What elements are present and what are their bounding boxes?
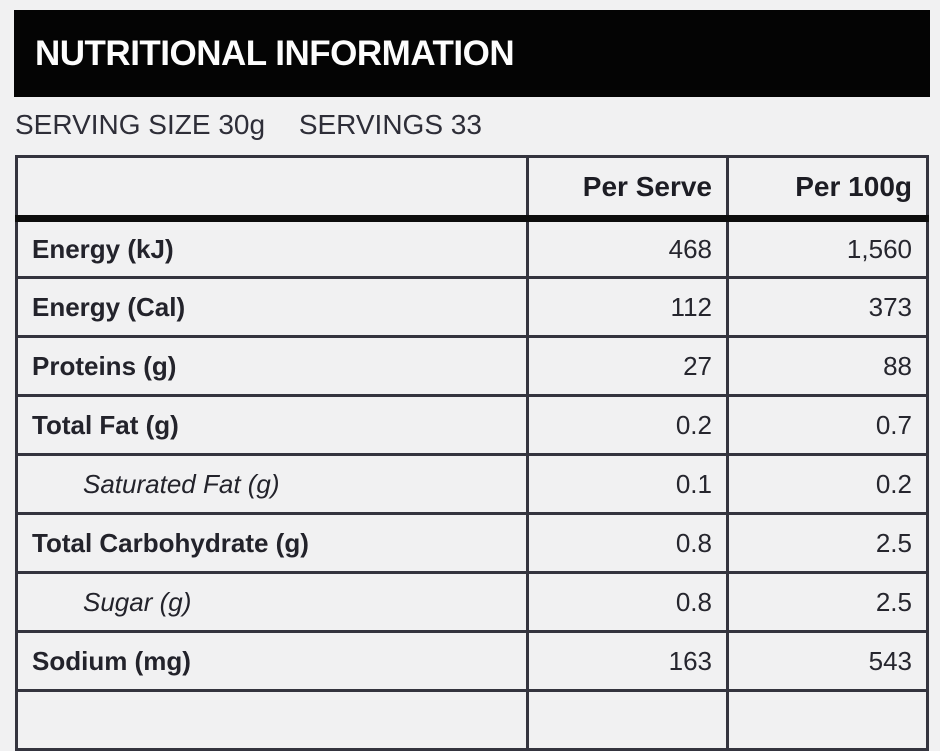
row-label [15, 689, 529, 751]
col-header-per-serve: Per Serve [526, 155, 729, 222]
value-per-serve [526, 689, 729, 751]
value-per-serve: 0.2 [526, 394, 729, 456]
table-row-energy-kj: Energy (kJ) 468 1,560 [15, 217, 929, 279]
row-label: Total Fat (g) [15, 394, 529, 456]
value-per-100g: 0.2 [726, 453, 929, 515]
value-per-100g: 373 [726, 276, 929, 338]
table-row-saturated-fat: Saturated Fat (g) 0.1 0.2 [15, 453, 929, 515]
table-row-proteins: Proteins (g) 27 88 [15, 335, 929, 397]
table-row-sugar: Sugar (g) 0.8 2.5 [15, 571, 929, 633]
title-bar: NUTRITIONAL INFORMATION [14, 10, 930, 97]
table-header-row: Per Serve Per 100g [15, 155, 929, 222]
value-per-100g: 0.7 [726, 394, 929, 456]
serving-size-text: SERVING SIZE 30g [15, 109, 266, 140]
row-label: Sodium (mg) [15, 630, 529, 692]
value-per-serve: 468 [526, 217, 729, 279]
nutrition-table: Per Serve Per 100g Energy (kJ) 468 1,560… [15, 155, 929, 751]
page-title: NUTRITIONAL INFORMATION [35, 33, 515, 73]
col-header-blank [15, 155, 529, 222]
table-row-sodium: Sodium (mg) 163 543 [15, 630, 929, 692]
row-label: Sugar (g) [15, 571, 529, 633]
value-per-serve: 27 [526, 335, 729, 397]
table-row-energy-cal: Energy (Cal) 112 373 [15, 276, 929, 338]
value-per-100g: 2.5 [726, 571, 929, 633]
row-label: Energy (Cal) [15, 276, 529, 338]
value-per-100g: 1,560 [726, 217, 929, 279]
value-per-serve: 0.1 [526, 453, 729, 515]
value-per-100g: 2.5 [726, 512, 929, 574]
value-per-serve: 0.8 [526, 512, 729, 574]
row-label: Total Carbohydrate (g) [15, 512, 529, 574]
row-label: Energy (kJ) [15, 217, 529, 279]
value-per-serve: 0.8 [526, 571, 729, 633]
table-row-total-carbohydrate: Total Carbohydrate (g) 0.8 2.5 [15, 512, 929, 574]
value-per-100g: 88 [726, 335, 929, 397]
servings-count-text: SERVINGS 33 [298, 109, 482, 140]
row-label: Saturated Fat (g) [15, 453, 529, 515]
value-per-100g: 543 [726, 630, 929, 692]
value-per-100g [726, 689, 929, 751]
row-label: Proteins (g) [15, 335, 529, 397]
col-header-per-100g: Per 100g [726, 155, 929, 222]
table-row-clipped [15, 689, 929, 751]
value-per-serve: 163 [526, 630, 729, 692]
value-per-serve: 112 [526, 276, 729, 338]
serving-info-line: SERVING SIZE 30g SERVINGS 33 [15, 109, 482, 141]
table-row-total-fat: Total Fat (g) 0.2 0.7 [15, 394, 929, 456]
